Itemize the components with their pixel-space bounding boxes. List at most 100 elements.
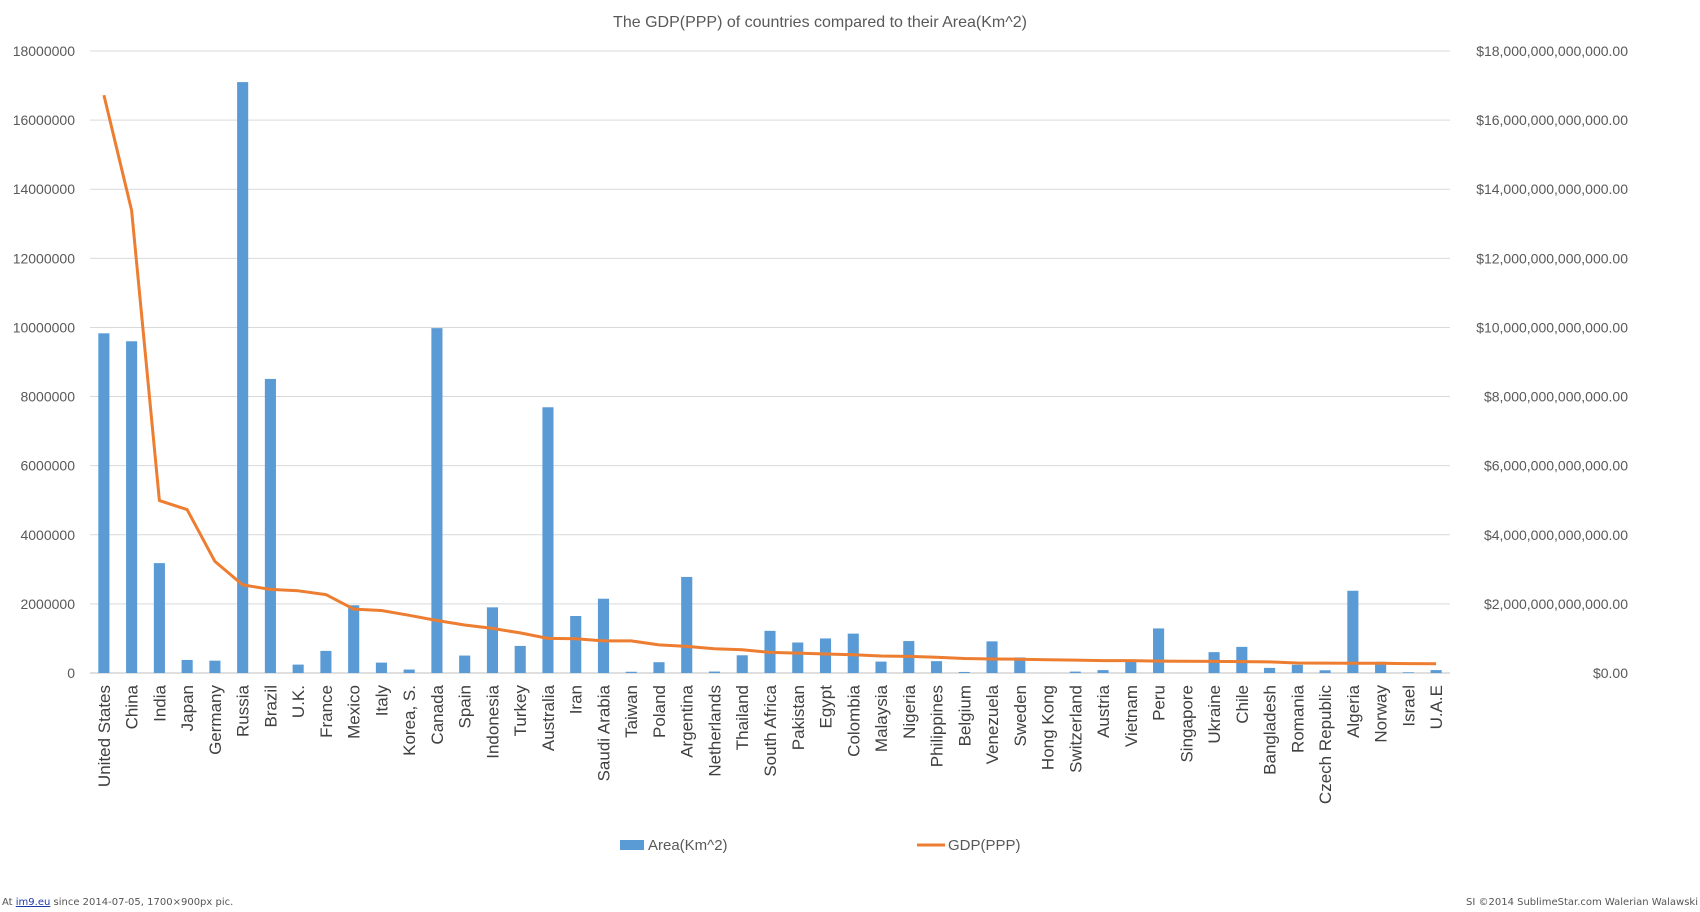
area-bar: [1153, 628, 1165, 673]
right-axis: $0.00 $2,000,000,000,000.00 $4,000,000,000…: [1476, 43, 1628, 681]
y-right-tick-label: $6,000,000,000,000.00: [1484, 458, 1628, 474]
y-right-tick-label: $12,000,000,000,000.00: [1476, 250, 1628, 266]
area-bar: [542, 407, 554, 673]
area-bar: [736, 655, 748, 673]
area-bar: [514, 645, 526, 673]
x-tick-label: Peru: [1150, 685, 1169, 721]
x-tick-label: Venezuela: [983, 684, 1002, 764]
x-tick-label: Canada: [428, 684, 447, 744]
y-left-tick-label: 10000000: [13, 319, 76, 335]
y-left-tick-label: 4000000: [20, 527, 75, 543]
x-tick-label: Argentina: [678, 684, 697, 757]
x-tick-label: Korea, S.: [400, 685, 419, 756]
footer-suffix: since 2014-07-05, 1700×900px pic.: [50, 897, 234, 908]
x-tick-label: Singapore: [1177, 685, 1196, 763]
x-tick-label: Brazil: [261, 685, 280, 728]
x-tick-label: China: [123, 684, 142, 729]
chart-title: The GDP(PPP) of countries compared to th…: [613, 14, 1027, 31]
x-tick-label: Bangladesh: [1261, 685, 1280, 775]
area-bar: [292, 664, 304, 673]
gdp-line: [102, 94, 1437, 666]
area-bar: [681, 576, 693, 673]
area-bar: [209, 660, 221, 673]
x-tick-label: Indonesia: [483, 684, 502, 758]
area-bar: [459, 655, 471, 673]
x-tick-label: Belgium: [955, 685, 974, 746]
y-left-tick-label: 6000000: [20, 458, 75, 474]
x-tick-label: Nigeria: [900, 684, 919, 738]
y-left-tick-label: 2000000: [20, 596, 75, 612]
x-tick-label: Hong Kong: [1039, 685, 1058, 770]
x-tick-label: Germany: [206, 685, 225, 755]
area-bar: [375, 662, 387, 673]
x-tick-label: U.K.: [289, 685, 308, 718]
y-right-tick-label: $0.00: [1593, 665, 1628, 681]
x-tick-label: U.A.E: [1427, 685, 1446, 729]
area-bar: [98, 333, 110, 673]
legend-swatch-area: [620, 840, 644, 850]
x-tick-label: Australia: [539, 684, 558, 751]
x-tick-label: Colombia: [844, 684, 863, 756]
x-tick-label: Czech Republic: [1316, 685, 1335, 805]
left-axis: 0 2000000 4000000 6000000 8000000 10000000 120…: [13, 43, 76, 681]
area-bar: [264, 378, 276, 673]
area-bar: [1402, 672, 1414, 673]
y-right-tick-label: $18,000,000,000,000.00: [1476, 43, 1628, 59]
x-tick-label: Mexico: [345, 685, 364, 739]
legend-label-gdp: GDP(PPP): [948, 837, 1021, 854]
x-axis-labels: United States China India Japan Germany Russi…: [95, 684, 1446, 804]
x-tick-label: Turkey: [511, 685, 530, 737]
y-right-tick-label: $14,000,000,000,000.00: [1476, 181, 1628, 197]
area-bar: [1264, 667, 1276, 673]
area-bar: [1097, 670, 1109, 673]
x-tick-label: Saudi Arabia: [594, 684, 613, 781]
area-bars: [98, 82, 1442, 674]
area-bar: [1375, 661, 1387, 673]
footer-link[interactable]: im9.eu: [15, 897, 51, 908]
footer-left: At im9.eu since 2014-07-05, 1700×900px p…: [2, 897, 233, 908]
area-bar: [875, 661, 887, 673]
x-tick-label: Egypt: [817, 685, 836, 729]
x-tick-label: Algeria: [1344, 684, 1363, 737]
legend-label-area: Area(Km^2): [648, 837, 728, 854]
y-left-tick-label: 0: [67, 665, 75, 681]
y-left-tick-label: 18000000: [13, 43, 76, 59]
y-left-tick-label: 14000000: [13, 181, 76, 197]
x-tick-label: Israel: [1399, 685, 1418, 727]
y-right-tick-label: $2,000,000,000,000.00: [1484, 596, 1628, 612]
x-tick-label: Italy: [372, 685, 391, 717]
area-bar: [1236, 646, 1248, 673]
footer-prefix: At: [2, 897, 16, 908]
area-bar: [1430, 670, 1442, 673]
gridlines: [90, 50, 1450, 674]
x-tick-label: Philippines: [928, 685, 947, 767]
x-tick-label: Spain: [456, 685, 475, 728]
area-bar: [1125, 661, 1137, 673]
area-bar: [181, 659, 193, 673]
area-bar: [1319, 670, 1331, 673]
area-bar: [320, 650, 332, 673]
x-tick-label: Chile: [1233, 685, 1252, 724]
footer-right: SI ©2014 SublimeStar.com Walerian Walaws…: [1466, 897, 1698, 908]
area-bar: [237, 82, 249, 674]
x-tick-label: Taiwan: [622, 685, 641, 738]
y-left-tick-label: 8000000: [20, 389, 75, 405]
legend: Area(Km^2) GDP(PPP): [620, 837, 1021, 854]
x-tick-label: Norway: [1372, 685, 1391, 743]
x-tick-label: Romania: [1288, 684, 1307, 753]
y-right-tick-label: $8,000,000,000,000.00: [1484, 389, 1628, 405]
x-tick-label: Japan: [178, 685, 197, 731]
x-tick-label: Sweden: [1011, 685, 1030, 746]
area-bar: [126, 341, 138, 673]
x-tick-label: United States: [95, 685, 114, 787]
x-tick-label: Vietnam: [1122, 685, 1141, 747]
area-bar: [792, 642, 804, 673]
x-tick-label: Ukraine: [1205, 685, 1224, 744]
x-tick-label: Switzerland: [1066, 685, 1085, 773]
x-tick-label: Poland: [650, 685, 669, 738]
area-bar: [153, 563, 165, 673]
x-tick-label: South Africa: [761, 684, 780, 776]
area-bar: [653, 662, 665, 673]
area-bar: [986, 641, 998, 673]
